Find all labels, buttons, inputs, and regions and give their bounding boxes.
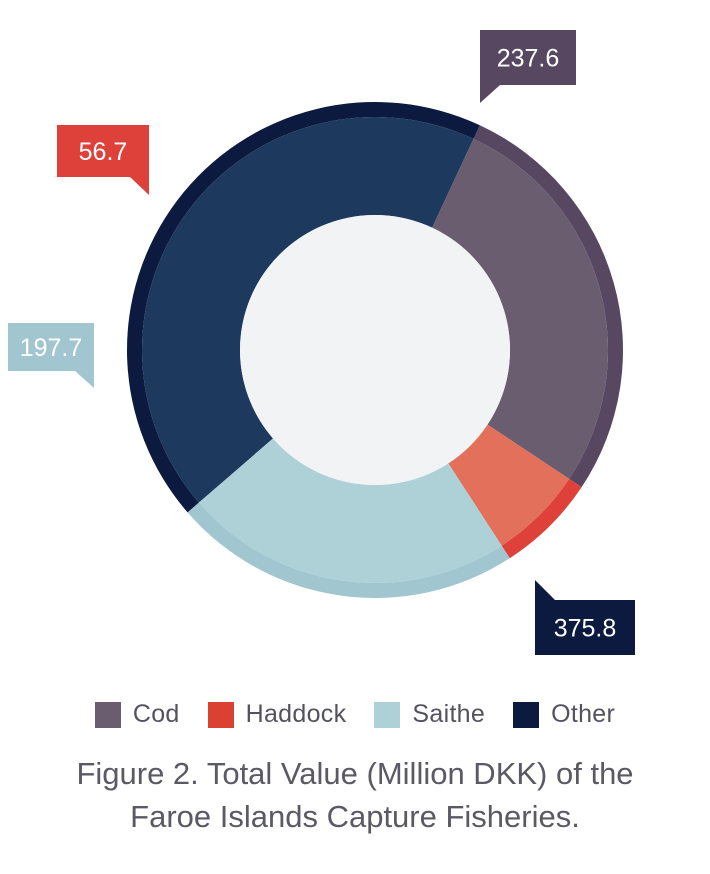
- slice-rim-other: [126, 101, 480, 513]
- data-label-saithe: 197.7: [20, 334, 83, 362]
- callout-box-haddock: [57, 125, 149, 177]
- legend-swatch-saithe: [374, 701, 401, 728]
- data-label-cod: 237.6: [497, 45, 560, 73]
- legend-swatch-other: [513, 701, 540, 728]
- legend-label-haddock: Haddock: [245, 700, 347, 728]
- callout-pointer-saithe: [75, 371, 94, 388]
- callout-box-saithe: [8, 323, 94, 371]
- donut-center: [240, 215, 510, 485]
- donut-chart: 237.6 56.7 197.7 375.8: [8, 30, 635, 655]
- slice-rim-saithe: [187, 502, 510, 598]
- callout-box-other: [535, 600, 635, 655]
- legend-label-cod: Cod: [132, 700, 180, 728]
- caption-line-2: Faroe Islands Capture Fisheries.: [130, 799, 580, 834]
- legend: Cod Haddock Saithe Other: [0, 700, 710, 729]
- slice-haddock: [448, 424, 570, 546]
- slice-other: [141, 116, 474, 503]
- callout-haddock: 56.7: [57, 125, 149, 195]
- legend-label-saithe: Saithe: [412, 700, 486, 728]
- legend-swatch-cod: [94, 701, 121, 728]
- slice-cod: [432, 138, 608, 479]
- legend-item-haddock: Haddock: [207, 700, 347, 729]
- caption-line-1: Figure 2. Total Value (Million DKK) of t…: [76, 756, 634, 791]
- callout-cod: 237.6: [480, 30, 576, 103]
- legend-item-saithe: Saithe: [374, 700, 485, 729]
- data-label-other: 375.8: [554, 615, 617, 643]
- callout-box-cod: [480, 30, 576, 85]
- value-callouts: 237.6 56.7 197.7 375.8: [8, 30, 635, 655]
- legend-swatch-haddock: [207, 701, 234, 728]
- data-label-haddock: 56.7: [79, 138, 128, 166]
- callout-pointer-other: [535, 580, 555, 600]
- callout-other: 375.8: [535, 580, 635, 655]
- slice-saithe: [198, 438, 502, 583]
- legend-item-other: Other: [513, 700, 615, 729]
- slice-rim-haddock: [501, 478, 582, 559]
- legend-item-cod: Cod: [94, 700, 180, 729]
- callout-pointer-haddock: [130, 177, 149, 195]
- callout-pointer-cod: [480, 85, 500, 103]
- donut-slices: [126, 101, 623, 598]
- callout-saithe: 197.7: [8, 323, 94, 388]
- figure-caption: Figure 2. Total Value (Million DKK) of t…: [0, 752, 710, 838]
- legend-label-other: Other: [551, 700, 616, 728]
